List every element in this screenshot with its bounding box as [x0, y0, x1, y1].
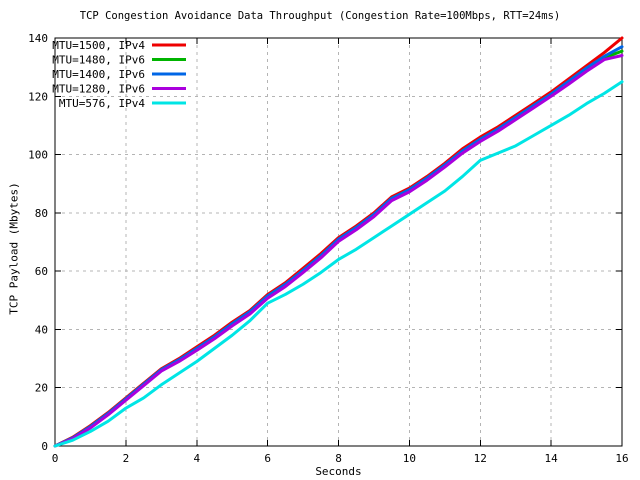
y-tick-label: 40: [35, 323, 48, 336]
x-tick-label: 12: [474, 452, 487, 465]
series-line-mtu-576-ipv4: [53, 80, 624, 448]
legend-label: MTU=1500, IPv4: [52, 39, 145, 52]
x-tick-label: 2: [123, 452, 130, 465]
chart-title: TCP Congestion Avoidance Data Throughput…: [79, 10, 561, 22]
x-tick-label: 6: [264, 452, 271, 465]
legend-label: MTU=576, IPv4: [59, 97, 145, 110]
legend-label: MTU=1480, IPv6: [52, 54, 145, 67]
x-tick-label: 14: [545, 452, 559, 465]
x-tick-label: 8: [335, 452, 342, 465]
legend-label: MTU=1280, IPv6: [52, 83, 145, 96]
y-tick-label: 0: [41, 440, 48, 453]
x-tick-label: 16: [615, 452, 628, 465]
y-tick-label: 100: [28, 149, 48, 162]
x-tick-label: 4: [193, 452, 200, 465]
y-tick-label: 60: [35, 265, 48, 278]
x-tick-label: 0: [52, 452, 59, 465]
y-tick-label: 140: [28, 32, 48, 45]
y-tick-label: 20: [35, 382, 48, 395]
y-tick-label: 120: [28, 90, 48, 103]
x-axis-label: Seconds: [315, 465, 362, 478]
series-line-mtu-1280-ipv6: [53, 53, 624, 448]
x-tick-label: 10: [403, 452, 416, 465]
legend-label: MTU=1400, IPv6: [52, 68, 145, 81]
y-tick-label: 80: [35, 207, 48, 220]
